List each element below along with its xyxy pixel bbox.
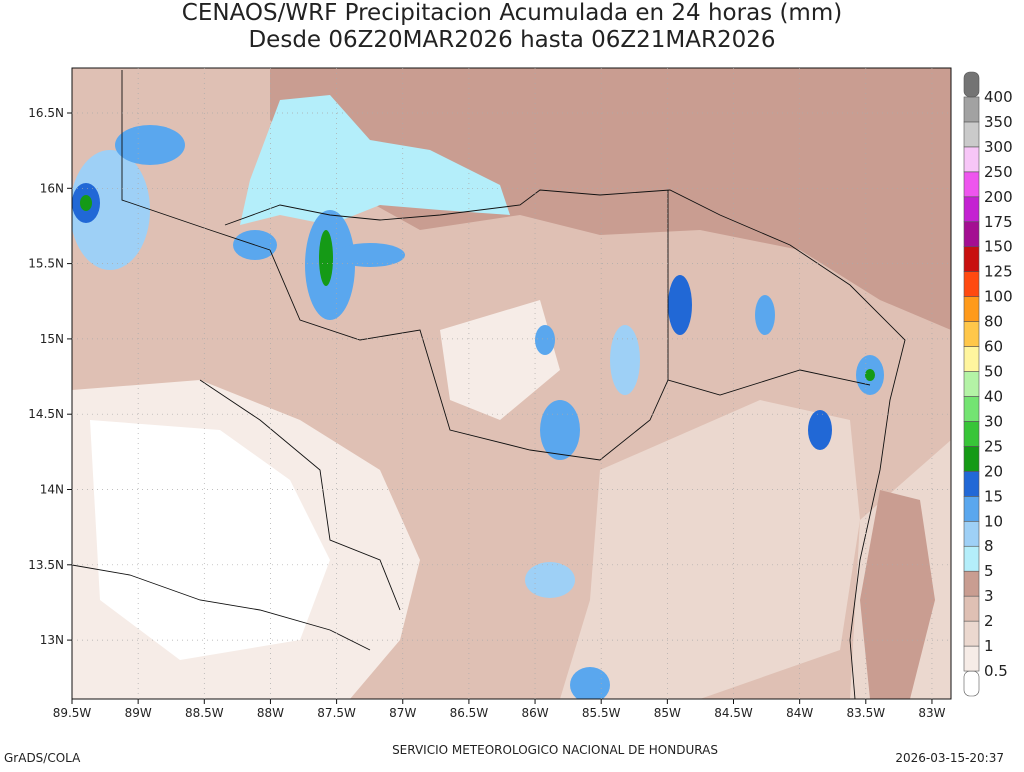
colorbar-swatch [963, 346, 980, 372]
colorbar-swatch [963, 620, 980, 647]
y-tick-label: 15N [40, 332, 64, 346]
y-tick-label: 16N [40, 181, 64, 195]
precip-map [72, 68, 951, 699]
colorbar-label: 15 [984, 487, 1003, 505]
colorbar-label: 350 [984, 113, 1013, 131]
y-tick-label: 16.5N [28, 106, 64, 120]
x-tick-label: 89.5W [53, 706, 92, 720]
title: CENAOS/WRF Precipitacion Acumulada en 24… [182, 0, 842, 26]
x-tick-label: 88W [257, 706, 284, 720]
colorbar-swatch [963, 471, 980, 497]
colorbar-label: 5 [984, 562, 994, 580]
footer-left: GrADS/COLA [4, 751, 81, 765]
colorbar-swatch [963, 396, 980, 422]
colorbar-label: 80 [984, 313, 1003, 331]
colorbar-swatch [963, 520, 980, 547]
x-tick-label: 83.5W [847, 706, 886, 720]
y-tick-label: 14.5N [28, 407, 64, 421]
colorbar-label: 10 [984, 512, 1003, 530]
colorbar-swatch [963, 570, 980, 597]
colorbar-swatch [963, 670, 980, 697]
colorbar-swatch [963, 221, 980, 248]
x-tick-label: 88.5W [185, 706, 224, 720]
colorbar-swatch [963, 71, 980, 98]
x-tick-label: 87W [389, 706, 416, 720]
colorbar-label: 50 [984, 363, 1003, 381]
x-tick-label: 85.5W [582, 706, 621, 720]
y-tick-label: 13.5N [28, 558, 64, 572]
colorbar-label: 200 [984, 188, 1013, 206]
y-tick-label: 14N [40, 483, 64, 497]
colorbar-swatch [963, 296, 980, 322]
colorbar-label: 250 [984, 163, 1013, 181]
x-tick-label: 84.5W [714, 706, 753, 720]
colorbar-label: 30 [984, 412, 1003, 430]
colorbar-swatch [963, 271, 980, 297]
x-tick-label: 85W [654, 706, 681, 720]
colorbar-label: 8 [984, 537, 994, 555]
colorbar-label: 125 [984, 263, 1013, 281]
colorbar-swatch [963, 446, 980, 472]
subtitle: Desde 06Z20MAR2026 hasta 06Z21MAR2026 [248, 27, 775, 53]
colorbar-swatch [963, 196, 980, 223]
colorbar-label: 25 [984, 437, 1003, 455]
map-frame [71, 67, 952, 700]
colorbar-label: 20 [984, 462, 1003, 480]
colorbar-label: 3 [984, 587, 994, 605]
colorbar-swatch [963, 496, 980, 522]
y-tick-label: 15.5N [28, 257, 64, 271]
x-tick-label: 89W [125, 706, 152, 720]
colorbar-swatch [963, 595, 980, 622]
footer-center: SERVICIO METEOROLOGICO NACIONAL DE HONDU… [392, 743, 718, 757]
colorbar-swatch [963, 421, 980, 447]
colorbar-swatch [963, 321, 980, 347]
colorbar-label: 40 [984, 387, 1003, 405]
colorbar-label: 1 [984, 637, 994, 655]
colorbar-swatch [963, 645, 980, 672]
colorbar-label: 150 [984, 238, 1013, 256]
colorbar-label: 175 [984, 213, 1013, 231]
colorbar-swatch [963, 371, 980, 397]
colorbar-label: 0.5 [984, 662, 1008, 680]
colorbar-label: 60 [984, 338, 1003, 356]
colorbar-label: 300 [984, 138, 1013, 156]
colorbar-label: 100 [984, 288, 1013, 306]
footer-right: 2026-03-15-20:37 [895, 751, 1004, 765]
colorbar-swatch [963, 96, 980, 123]
colorbar-swatch [963, 121, 980, 148]
colorbar-swatch [963, 171, 980, 198]
x-tick-label: 87.5W [317, 706, 356, 720]
colorbar-label: 400 [984, 88, 1013, 106]
colorbar-swatch [963, 246, 980, 272]
colorbar-swatch [963, 545, 980, 572]
colorbar-label: 2 [984, 612, 994, 630]
colorbar-swatch [963, 146, 980, 173]
x-tick-label: 83W [918, 706, 945, 720]
x-tick-label: 86W [521, 706, 548, 720]
y-tick-label: 13N [40, 633, 64, 647]
x-tick-label: 86.5W [450, 706, 489, 720]
x-tick-label: 84W [786, 706, 813, 720]
